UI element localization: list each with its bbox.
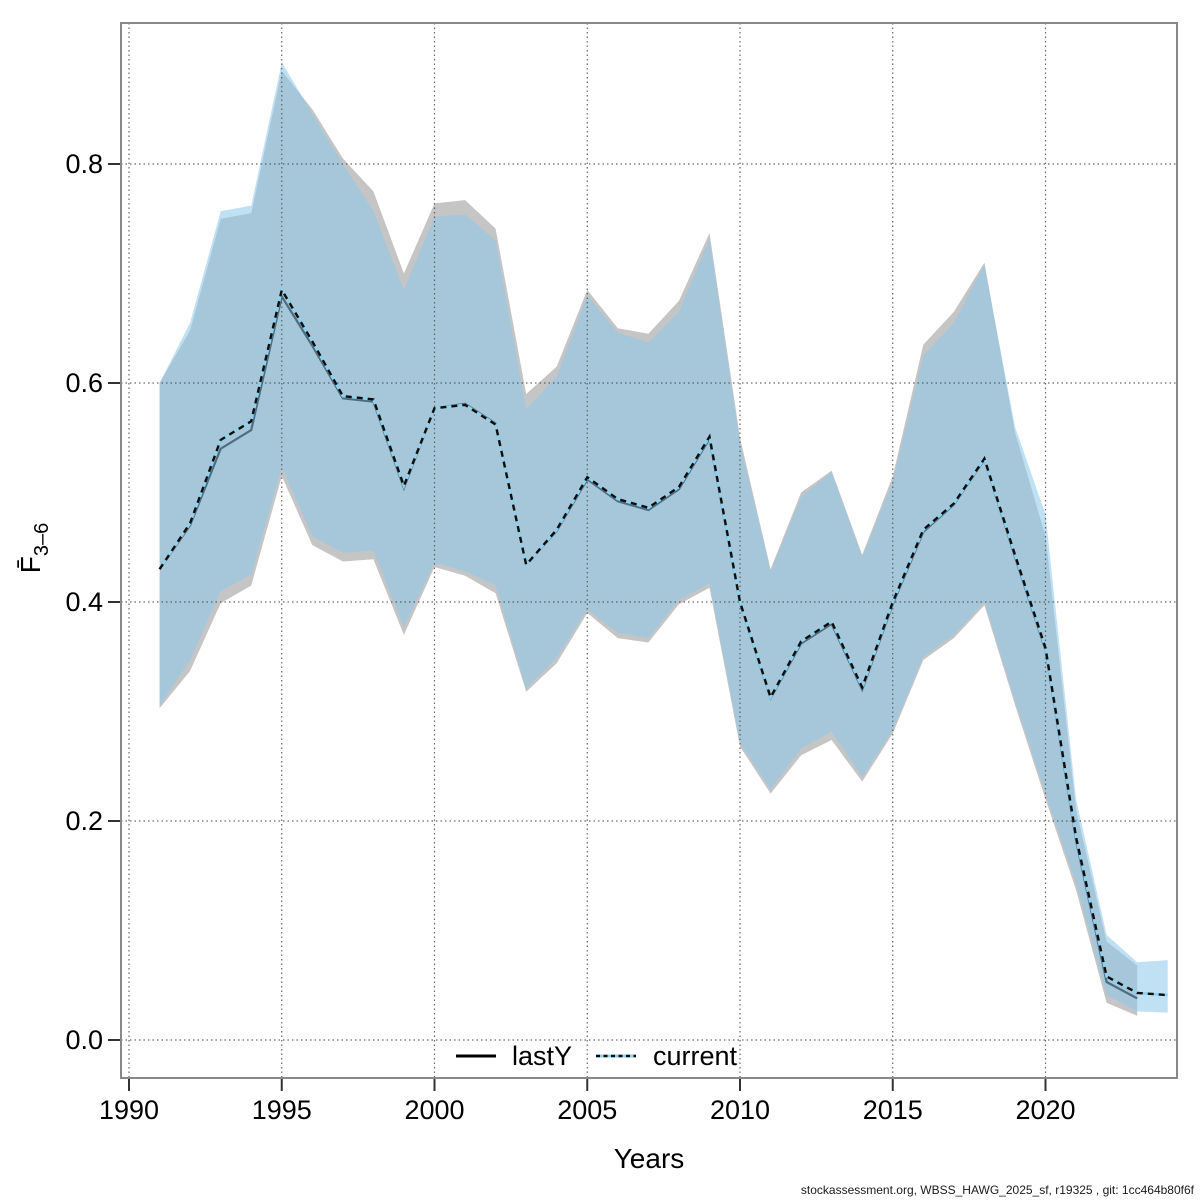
x-tick-label-1995: 1995 [252, 1095, 312, 1125]
x-tick-label-2020: 2020 [1015, 1095, 1075, 1125]
y-tick-label-0.8: 0.8 [65, 149, 103, 179]
y-tick-label-0.4: 0.4 [65, 587, 103, 617]
legend: lastY current [456, 1041, 738, 1071]
axes-layer: 1990 1995 2000 2005 2010 2015 2020 0.0 0.2 0.4 0.6… [65, 149, 1075, 1125]
y-tick-label-0.6: 0.6 [65, 368, 103, 398]
y-tick-label-0.0: 0.0 [65, 1025, 103, 1055]
y-axis-title: F̄3–6 [15, 523, 53, 573]
legend-lasty-label: lastY [512, 1041, 572, 1071]
x-tick-label-2000: 2000 [404, 1095, 464, 1125]
confidence-bands-layer [158, 62, 1168, 1016]
watermark-text: stockassessment.org, WBSS_HAWG_2025_sf, … [801, 1183, 1195, 1197]
current-confidence-band [159, 62, 1168, 1013]
y-tick-label-0.2: 0.2 [65, 806, 103, 836]
x-tick-label-2005: 2005 [557, 1095, 617, 1125]
gridlines-layer [121, 23, 1177, 1078]
y-axis-title-main: F̄ [15, 556, 46, 573]
plot-border [120, 22, 1178, 1079]
x-tick-label-2010: 2010 [710, 1095, 770, 1125]
x-axis-title: Years [614, 1143, 685, 1174]
y-axis-title-subscript: 3–6 [31, 523, 53, 556]
legend-current-label: current [653, 1041, 738, 1071]
current-mean-line [158, 286, 1168, 997]
x-tick-label-2015: 2015 [863, 1095, 923, 1125]
x-tick-label-1990: 1990 [99, 1095, 159, 1125]
series-lines-layer [158, 286, 1168, 997]
